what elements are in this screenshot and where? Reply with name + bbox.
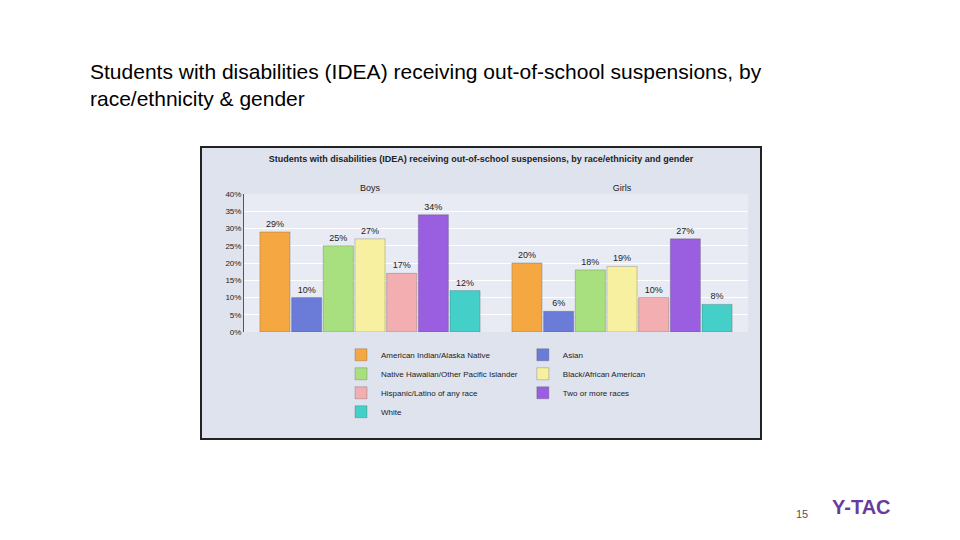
svg-text:10%: 10% (225, 293, 241, 302)
svg-text:25%: 25% (329, 233, 347, 243)
svg-text:10%: 10% (298, 285, 316, 295)
svg-text:20%: 20% (518, 250, 536, 260)
svg-text:25%: 25% (225, 242, 241, 251)
svg-text:Native Hawaiian/Other Pacific: Native Hawaiian/Other Pacific Islander (381, 370, 518, 379)
html-text:15: 15 (796, 508, 809, 520)
svg-text:Two or more races: Two or more races (563, 389, 629, 398)
svg-text:27%: 27% (361, 226, 379, 236)
svg-text:Hispanic/Latino of any race: Hispanic/Latino of any race (381, 389, 478, 398)
svg-text:6%: 6% (552, 298, 565, 308)
svg-text:American Indian/Alaska Native: American Indian/Alaska Native (381, 351, 490, 360)
svg-text:34%: 34% (424, 202, 442, 212)
svg-text:19%: 19% (613, 253, 631, 263)
svg-text:30%: 30% (225, 224, 241, 233)
svg-text:20%: 20% (225, 259, 241, 268)
svg-text:10%: 10% (645, 285, 663, 295)
svg-text:17%: 17% (393, 260, 411, 270)
svg-text:18%: 18% (581, 257, 599, 267)
svg-text:15%: 15% (225, 276, 241, 285)
html-text:Students with disabilities (ID: Students with disabilities (IDEA) receiv… (90, 60, 762, 110)
svg-text:5%: 5% (230, 311, 242, 320)
svg-text:0%: 0% (230, 328, 242, 337)
svg-text:12%: 12% (456, 278, 474, 288)
svg-text:29%: 29% (266, 219, 284, 229)
svg-text:Asian: Asian (563, 351, 583, 360)
svg-text:35%: 35% (225, 207, 241, 216)
svg-text:Girls: Girls (613, 183, 632, 193)
svg-text:40%: 40% (225, 190, 241, 199)
svg-text:Boys: Boys (360, 183, 381, 193)
html-text:Y-TAC: Y-TAC (832, 496, 891, 518)
svg-text:White: White (381, 408, 402, 417)
svg-text:8%: 8% (711, 291, 724, 301)
svg-text:Black/African American: Black/African American (563, 370, 645, 379)
svg-text:Students with disabilities (ID: Students with disabilities (IDEA) receiv… (269, 154, 694, 164)
svg-text:27%: 27% (676, 226, 694, 236)
